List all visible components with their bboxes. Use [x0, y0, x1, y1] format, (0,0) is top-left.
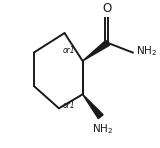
Text: or1: or1	[63, 46, 76, 55]
Text: or1: or1	[63, 101, 76, 110]
Text: NH$_2$: NH$_2$	[92, 122, 113, 136]
Polygon shape	[83, 40, 109, 61]
Polygon shape	[83, 94, 103, 119]
Text: O: O	[102, 2, 112, 15]
Text: NH$_2$: NH$_2$	[136, 44, 157, 58]
